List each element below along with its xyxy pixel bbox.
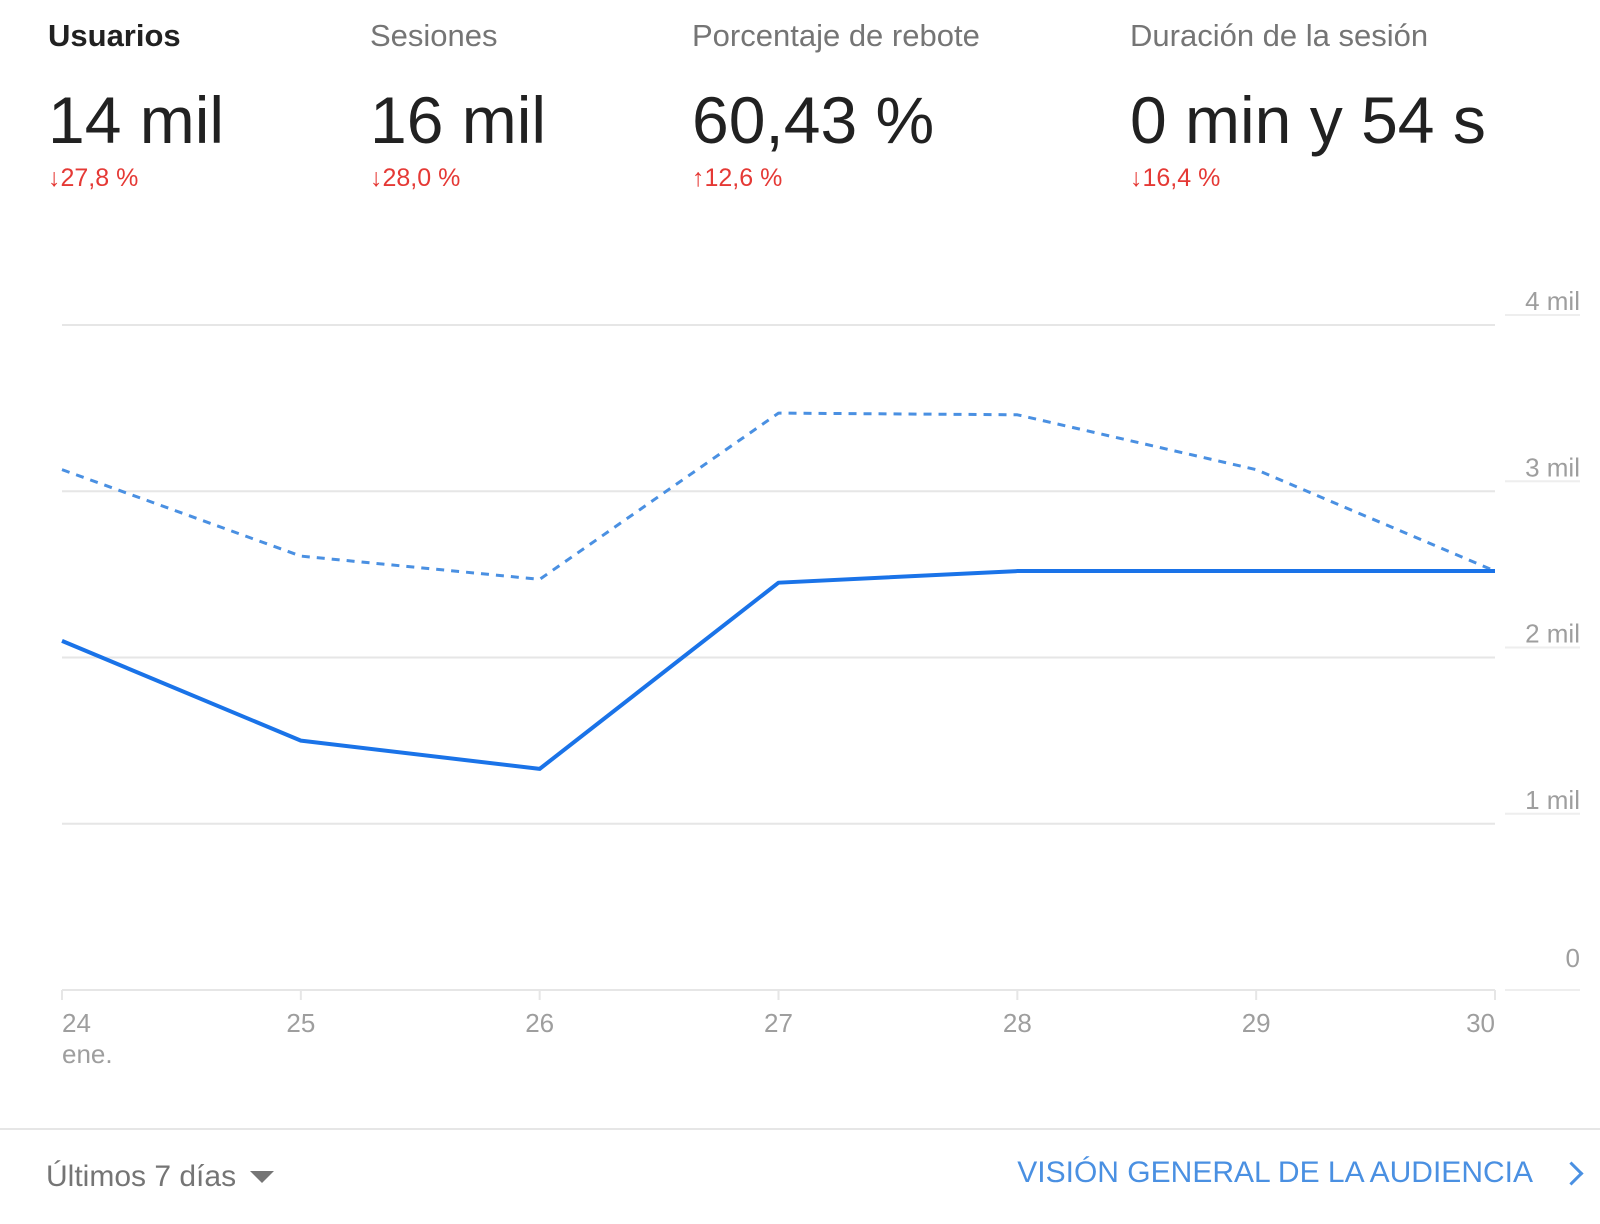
metric-delta-value: 27,8 % <box>60 164 139 192</box>
y-tick-label: 0 <box>1566 943 1580 973</box>
audience-overview-label: VISIÓN GENERAL DE LA AUDIENCIA <box>1017 1156 1533 1189</box>
arrow-down-icon: ↓ <box>1130 164 1143 192</box>
metric-label: Duración de la sesión <box>1130 18 1429 53</box>
metric-value: 60,43 % <box>692 83 935 157</box>
metric-delta: ↓27,8 % <box>48 164 224 193</box>
x-tick-label: 26 <box>525 1008 554 1038</box>
metric-bounce-rate[interactable]: Porcentaje de rebote 60,43 % ↑12,6 % <box>692 18 980 193</box>
y-tick-label: 1 mil <box>1525 785 1580 815</box>
y-tick-label: 2 mil <box>1525 619 1580 649</box>
metric-delta-value: 16,4 % <box>1142 164 1221 192</box>
x-tick-sublabel: ene. <box>62 1039 113 1069</box>
metric-delta: ↓16,4 % <box>1130 164 1486 193</box>
metric-delta-value: 12,6 % <box>704 164 783 192</box>
x-tick-label: 24 <box>62 1008 91 1038</box>
arrow-up-icon: ↑ <box>692 164 705 192</box>
metric-delta-value: 28,0 % <box>382 164 461 192</box>
metric-sessions[interactable]: Sesiones 16 mil ↓28,0 % <box>370 18 546 193</box>
metric-label: Usuarios <box>48 18 181 53</box>
divider <box>0 1128 1600 1130</box>
metric-label: Sesiones <box>370 18 498 53</box>
x-tick-label: 30 <box>1466 1008 1495 1038</box>
x-tick-label: 28 <box>1003 1008 1032 1038</box>
chevron-right-icon <box>1559 1160 1584 1186</box>
metric-value: 0 min y 54 s <box>1130 83 1486 157</box>
audience-overview-link[interactable]: VISIÓN GENERAL DE LA AUDIENCIA <box>1017 1156 1584 1190</box>
metric-users[interactable]: Usuarios 14 mil ↓27,8 % <box>48 18 224 193</box>
metric-session-duration[interactable]: Duración de la sesión 0 min y 54 s ↓16,4… <box>1130 18 1486 193</box>
line-chart: 0 1 mil 2 mil 3 mil 4 mil 24 25 26 27 28 29 30 ene. <box>61 286 1580 1069</box>
x-tick-label: 29 <box>1242 1008 1271 1038</box>
x-tick-label: 25 <box>286 1008 315 1038</box>
arrow-down-icon: ↓ <box>48 164 61 192</box>
x-tick-label: 27 <box>764 1008 793 1038</box>
date-range-dropdown[interactable]: Últimos 7 días <box>46 1160 275 1194</box>
metric-label: Porcentaje de rebote <box>692 18 980 53</box>
arrow-down-icon: ↓ <box>370 164 383 192</box>
metric-delta: ↓28,0 % <box>370 164 546 193</box>
series-line-previous <box>61 411 1496 581</box>
metric-value: 14 mil <box>48 83 225 157</box>
y-tick-label: 3 mil <box>1525 452 1580 482</box>
metric-value: 16 mil <box>370 83 547 157</box>
metric-delta: ↑12,6 % <box>692 164 980 193</box>
series-line-current <box>61 569 1495 771</box>
caret-down-icon <box>250 1171 275 1183</box>
y-tick-label: 4 mil <box>1525 286 1580 316</box>
date-range-label: Últimos 7 días <box>46 1160 237 1193</box>
